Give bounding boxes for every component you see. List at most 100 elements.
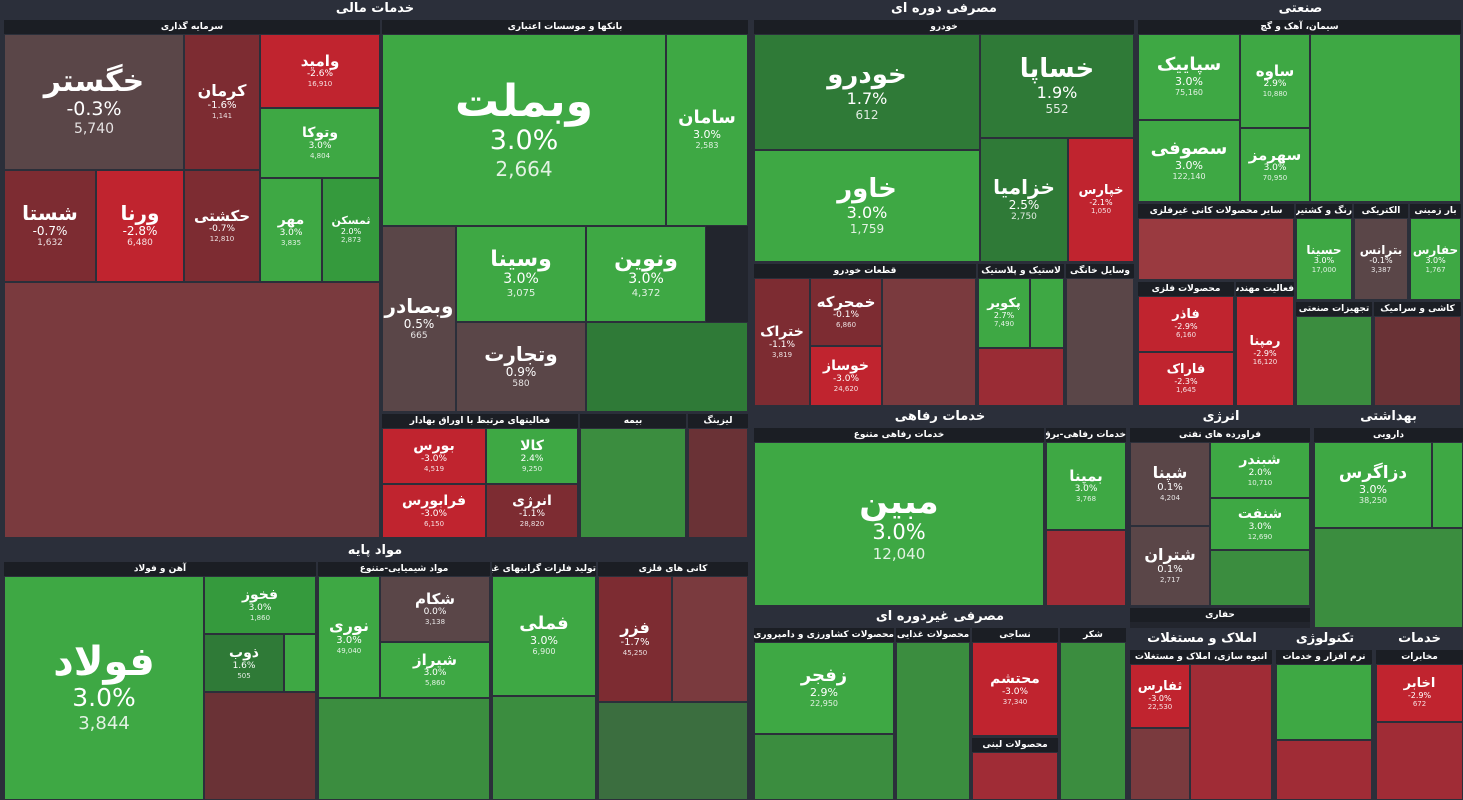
tile[interactable]: رمپنا -2.9% 16,120 [1236,296,1294,406]
group-chemicals[interactable]: مواد شیمیایی-متنوع نوری 3.0% 49,040 شکام 0.… [318,562,490,800]
tile[interactable]: کالا 2.4% 9,250 [486,428,578,484]
group-ground-transport[interactable]: بار زمینی حفارس 3.0% 1,767 [1410,204,1461,300]
tile[interactable]: خوساز -3.0% 24,620 [810,346,882,406]
tile[interactable]: شستا -0.7% 1,632 [4,170,96,282]
group-welfare-power[interactable]: خدمات رفاهی-برق بمپنا 3.0% 3,768 [1046,428,1126,606]
tile[interactable]: نوری 3.0% 49,040 [318,576,380,698]
tile[interactable]: فملی 3.0% 6,900 [492,576,596,696]
group-telecom[interactable]: مخابرات اخابر -2.9% 672 [1376,650,1463,800]
tile[interactable]: ورنا -2.8% 6,480 [96,170,184,282]
tile[interactable]: خپارس -2.1% 1,050 [1068,138,1134,262]
group-metal-products[interactable]: محصولات فلزی فاذر -2.9% 6,160 فاراک -2.3% 1,… [1138,282,1234,406]
tile[interactable]: وتجارت 0.9% 580 [456,322,586,412]
group-electrical[interactable]: الکتریکی بترانس -0.1% 3,387 [1354,204,1408,300]
tile[interactable]: زفجر 2.9% 22,950 [754,642,894,734]
tile[interactable]: خاور 3.0% 1,759 [754,150,980,262]
tile[interactable]: انرژی -1.1% 28,820 [486,484,578,538]
tile[interactable]: شکام 0.0% 3,138 [380,576,490,642]
tile[interactable]: ختراک -1.1% 3,819 [754,278,810,406]
group-precious-metals[interactable]: تولید فلزات گرانبهای غیرآهن فملی3.0%6,90… [492,562,596,800]
group-banks[interactable]: بانکها و موسسات اعتباری وبملت 3.0% 2,664 س… [382,20,748,412]
tile[interactable]: فاذر -2.9% 6,160 [1138,296,1234,352]
tile[interactable]: شپنا 0.1% 4,204 [1130,442,1210,526]
tile[interactable]: وبملت 3.0% 2,664 [382,34,666,226]
group-engineering[interactable]: فعالیت مهندسی رمپنا-2.9%16,120 [1236,282,1294,406]
group-drilling[interactable]: حفاری [1130,608,1310,628]
group-steel[interactable]: آهن و فولاد فولاد 3.0% 3,844 فخوز 3.0% 1,860… [4,562,316,800]
tile[interactable]: سامان 3.0% 2,583 [666,34,748,226]
group-industrial-equipment[interactable]: تجهیزات صنعتی [1296,302,1372,406]
tile[interactable]: اخابر -2.9% 672 [1376,664,1463,722]
tile[interactable]: خودرو 1.7% 612 [754,34,980,150]
tile[interactable]: فرابورس -3.0% 6,150 [382,484,486,538]
tile-change: 2.7% [993,310,1015,320]
group-software[interactable]: نرم افزار و خدمات [1276,650,1372,800]
tile-change: 3.0% [1313,256,1335,266]
tile[interactable]: محتشم -3.0% 37,340 [972,642,1058,736]
tile[interactable]: مهر 3.0% 3,835 [260,178,322,282]
tile[interactable]: فزر -1.7% 45,250 [598,576,672,702]
tile[interactable]: ساوه 2.9% 10,880 [1240,34,1310,128]
tile[interactable]: سهرمز 3.0% 70,950 [1240,128,1310,202]
tile[interactable]: خمحرکه -0.1% 6,860 [810,278,882,346]
tile[interactable]: ذوب 1.6% 505 [204,634,284,692]
tile[interactable]: خساپا 1.9% 552 [980,34,1134,138]
tile[interactable]: شنفت 3.0% 12,690 [1210,498,1310,550]
group-agriculture[interactable]: محصولات کشاورزی و دامپروری زفجر 2.9% 22,95… [754,628,894,800]
tile[interactable]: سصوفی 3.0% 122,140 [1138,120,1240,202]
tile[interactable]: ثمسکن 2.0% 2,873 [322,178,380,282]
tile[interactable]: مبین 3.0% 12,040 [754,442,1044,606]
tile[interactable]: حسینا 3.0% 17,000 [1296,218,1352,300]
tile-volume: 22,530 [1147,703,1173,712]
tile-change: 3.0% [530,634,558,648]
group-oil-products[interactable]: فراورده های نفتی شپنا 0.1% 4,204 شبندر 2.0%… [1130,428,1310,606]
group-auto[interactable]: خودرو خودرو 1.7% 612 خساپا 1.9% 552 خاور 3.0%… [754,20,1134,262]
tile[interactable]: شیراز 3.0% 5,860 [380,642,490,698]
tile[interactable]: خگستر -0.3% 5,740 [4,34,184,170]
group-dairy[interactable]: محصولات لبنی [972,738,1058,800]
tile[interactable]: خزامیا 2.5% 2,750 [980,138,1068,262]
group-title: سایر محصولات کانی غیرفلزی [1138,204,1294,218]
group-rubber-plastic[interactable]: لاستیک و پلاستیک پکویر 2.7% 7,490 [978,264,1064,406]
group-welfare-diversified[interactable]: خدمات رفاهی متنوع مبین 3.0% 12,040 [754,428,1044,606]
tile[interactable]: سپاییک 3.0% 75,160 [1138,34,1240,120]
group-textile[interactable]: نساجی محتشم -3.0% 37,340 [972,628,1058,736]
group-securities[interactable]: فعالیتهای مرتبط با اوراق بهادار بورس -3.0… [382,414,578,538]
group-investment[interactable]: سرمایه گذاری خگستر -0.3% 5,740 کرمان -1.6% 1… [4,20,380,538]
tile[interactable]: دزاگرس 3.0% 38,250 [1314,442,1432,528]
group-tiles-ceramics[interactable]: کاشی و سرامیک [1374,302,1461,406]
group-leasing[interactable]: لیزینگ [688,414,748,538]
group-sugar[interactable]: شکر [1060,628,1126,800]
tile[interactable]: وامید -2.6% 16,910 [260,34,380,108]
tile[interactable]: فخوز 3.0% 1,860 [204,576,316,634]
tile[interactable]: وبصادر 0.5% 665 [382,226,456,412]
tile[interactable]: فولاد 3.0% 3,844 [4,576,204,800]
tile[interactable]: شبندر 2.0% 10,710 [1210,442,1310,498]
tile[interactable]: بترانس -0.1% 3,387 [1354,218,1408,300]
tile[interactable]: وتوکا 3.0% 4,804 [260,108,380,178]
tile[interactable]: وسینا 3.0% 3,075 [456,226,586,322]
group-pharma[interactable]: دارویی دزاگرس 3.0% 38,250 [1314,428,1463,628]
group-non-metal-minerals[interactable]: سایر محصولات کانی غیرفلزی [1138,204,1294,280]
tile[interactable]: پکویر 2.7% 7,490 [978,278,1030,348]
tile[interactable]: فاراک -2.3% 1,645 [1138,352,1234,406]
group-cement[interactable]: سیمان، آهک و گچ سپاییک 3.0% 75,160 سصوفی 3.… [1138,20,1461,202]
group-insurance[interactable]: بیمه [580,414,686,538]
tile[interactable]: ثفارس -3.0% 22,530 [1130,664,1190,728]
tile[interactable]: بمپنا 3.0% 3,768 [1046,442,1126,530]
tile-volume: 6,480 [127,238,153,249]
tile-change: 2.9% [810,686,838,700]
tile[interactable]: کرمان -1.6% 1,141 [184,34,260,170]
tile-symbol: شتران [1144,545,1196,565]
group-metal-ores[interactable]: کانی های فلزی فزر -1.7% 45,250 [598,562,748,800]
group-food[interactable]: محصولات غذایی [896,628,970,800]
group-mass-construction[interactable]: انبوه سازی، املاک و مستغلات ثفارس -3.0% 22… [1130,650,1272,800]
group-home-appliances[interactable]: وسایل خانگی [1066,264,1134,406]
group-auto-parts[interactable]: قطعات خودرو ختراک -1.1% 3,819 خمحرکه -0.1% 6… [754,264,976,406]
tile[interactable]: حکشتی -0.7% 12,810 [184,170,260,282]
tile[interactable]: شتران 0.1% 2,717 [1130,526,1210,606]
tile[interactable]: ونوین 3.0% 4,372 [586,226,706,322]
tile[interactable]: حفارس 3.0% 1,767 [1410,218,1461,300]
tile[interactable]: بورس -3.0% 4,519 [382,428,486,484]
